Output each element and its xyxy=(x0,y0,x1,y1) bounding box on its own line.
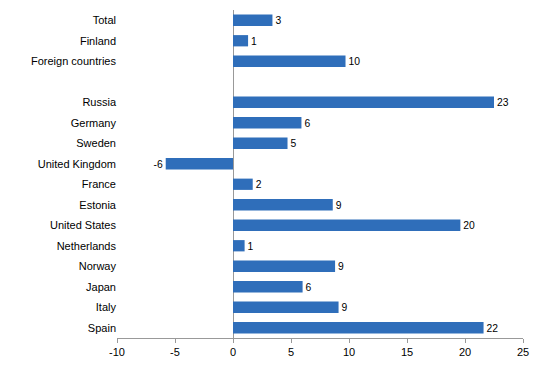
svg-text:9: 9 xyxy=(336,200,342,211)
svg-text:2: 2 xyxy=(256,179,262,190)
svg-text:United Kingdom: United Kingdom xyxy=(38,158,116,170)
svg-text:23: 23 xyxy=(497,97,509,108)
svg-text:France: France xyxy=(82,178,116,190)
svg-text:Russia: Russia xyxy=(82,96,117,108)
svg-text:25: 25 xyxy=(517,346,529,358)
svg-text:9: 9 xyxy=(342,302,348,313)
svg-text:Sweden: Sweden xyxy=(76,137,116,149)
svg-text:-5: -5 xyxy=(170,346,180,358)
svg-text:10: 10 xyxy=(343,346,355,358)
svg-text:Netherlands: Netherlands xyxy=(57,240,117,252)
svg-text:20: 20 xyxy=(459,346,471,358)
svg-text:Japan: Japan xyxy=(86,281,116,293)
svg-text:Finland: Finland xyxy=(80,35,116,47)
svg-text:Spain: Spain xyxy=(88,322,116,334)
svg-text:15: 15 xyxy=(401,346,413,358)
svg-text:9: 9 xyxy=(338,261,344,272)
svg-text:United States: United States xyxy=(50,219,117,231)
svg-text:6: 6 xyxy=(306,282,312,293)
svg-text:1: 1 xyxy=(251,36,257,47)
svg-text:Estonia: Estonia xyxy=(79,199,117,211)
svg-text:5: 5 xyxy=(291,138,297,149)
svg-text:-10: -10 xyxy=(109,346,125,358)
svg-text:3: 3 xyxy=(275,15,281,26)
svg-text:5: 5 xyxy=(288,346,294,358)
svg-text:-6: -6 xyxy=(154,159,163,170)
svg-text:Norway: Norway xyxy=(79,260,117,272)
svg-text:10: 10 xyxy=(349,56,361,67)
svg-text:Foreign countries: Foreign countries xyxy=(31,55,116,67)
svg-text:Italy: Italy xyxy=(96,301,117,313)
svg-text:Total: Total xyxy=(93,14,116,26)
svg-text:22: 22 xyxy=(487,323,499,334)
svg-text:20: 20 xyxy=(463,220,475,231)
svg-text:0: 0 xyxy=(230,346,236,358)
svg-text:6: 6 xyxy=(304,118,310,129)
svg-text:Germany: Germany xyxy=(71,117,117,129)
svg-text:1: 1 xyxy=(248,241,254,252)
